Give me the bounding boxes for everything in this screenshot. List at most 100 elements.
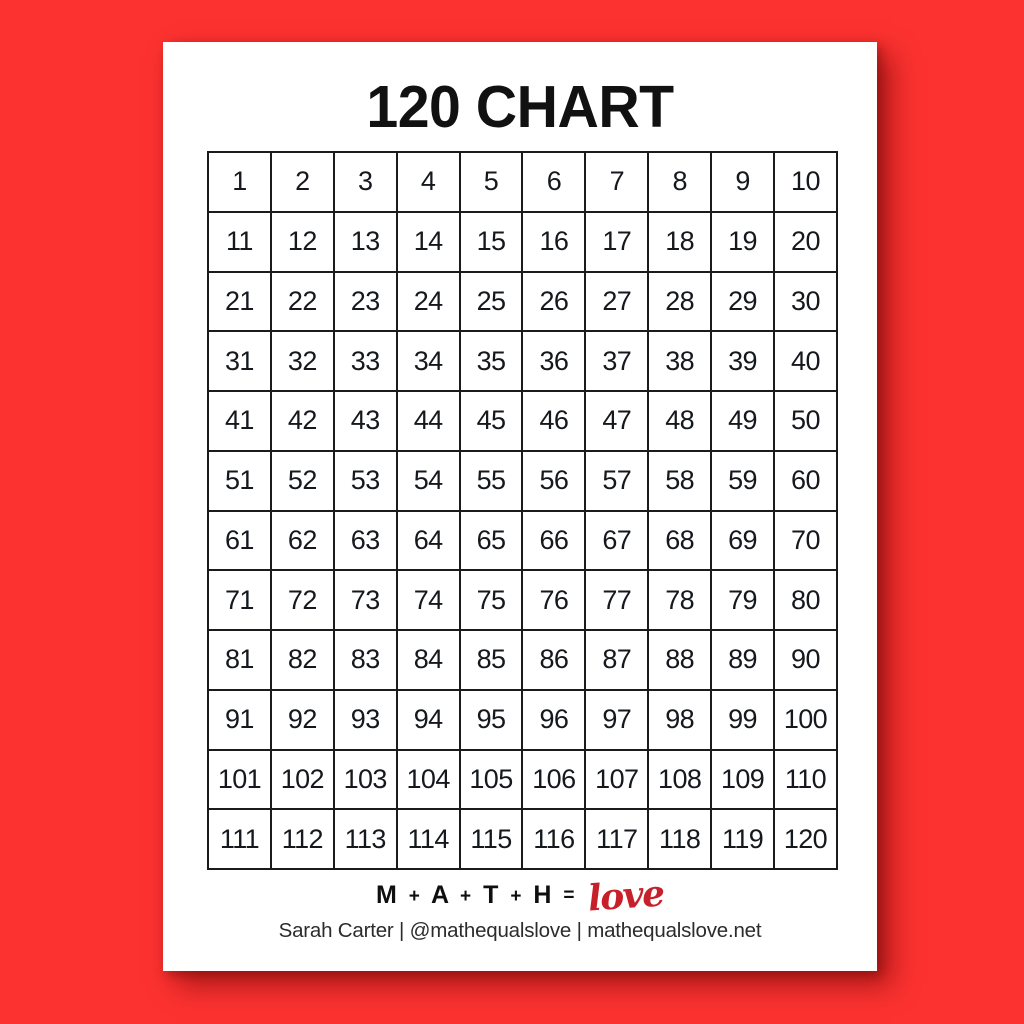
- number-cell[interactable]: 25: [458, 270, 524, 333]
- number-cell[interactable]: 38: [647, 330, 713, 392]
- number-cell[interactable]: 68: [647, 509, 713, 572]
- number-cell[interactable]: 76: [521, 569, 587, 631]
- number-cell[interactable]: 13: [332, 210, 398, 273]
- number-cell[interactable]: 94: [395, 688, 461, 751]
- number-cell[interactable]: 23: [332, 270, 398, 333]
- number-cell[interactable]: 30: [773, 270, 838, 333]
- number-cell[interactable]: 31: [207, 330, 272, 392]
- number-cell[interactable]: 114: [395, 808, 461, 870]
- number-cell[interactable]: 87: [584, 629, 650, 691]
- number-cell[interactable]: 85: [458, 629, 524, 691]
- number-cell[interactable]: 54: [395, 449, 461, 512]
- number-cell[interactable]: 61: [207, 509, 272, 572]
- number-cell[interactable]: 29: [710, 270, 776, 333]
- number-cell[interactable]: 80: [773, 569, 838, 631]
- number-cell[interactable]: 86: [521, 629, 587, 691]
- number-cell[interactable]: 11: [207, 210, 272, 273]
- number-cell[interactable]: 46: [521, 390, 587, 452]
- number-cell[interactable]: 93: [332, 688, 398, 751]
- number-cell[interactable]: 40: [773, 330, 838, 392]
- number-cell[interactable]: 103: [332, 748, 398, 811]
- number-cell[interactable]: 8: [647, 151, 713, 213]
- number-cell[interactable]: 71: [207, 569, 272, 631]
- number-cell[interactable]: 12: [269, 210, 335, 273]
- number-cell[interactable]: 90: [773, 629, 838, 691]
- number-cell[interactable]: 92: [269, 688, 335, 751]
- number-cell[interactable]: 15: [458, 210, 524, 273]
- number-cell[interactable]: 27: [584, 270, 650, 333]
- number-cell[interactable]: 55: [458, 449, 524, 512]
- number-cell[interactable]: 96: [521, 688, 587, 751]
- number-cell[interactable]: 91: [207, 688, 272, 751]
- number-cell[interactable]: 20: [773, 210, 838, 273]
- number-cell[interactable]: 47: [584, 390, 650, 452]
- number-cell[interactable]: 36: [521, 330, 587, 392]
- number-cell[interactable]: 108: [647, 748, 713, 811]
- number-cell[interactable]: 37: [584, 330, 650, 392]
- number-cell[interactable]: 100: [773, 688, 838, 751]
- number-cell[interactable]: 104: [395, 748, 461, 811]
- number-cell[interactable]: 43: [332, 390, 398, 452]
- number-cell[interactable]: 113: [332, 808, 398, 870]
- number-cell[interactable]: 50: [773, 390, 838, 452]
- number-cell[interactable]: 19: [710, 210, 776, 273]
- number-cell[interactable]: 17: [584, 210, 650, 273]
- number-cell[interactable]: 4: [395, 151, 461, 213]
- number-cell[interactable]: 67: [584, 509, 650, 572]
- number-cell[interactable]: 60: [773, 449, 838, 512]
- number-cell[interactable]: 10: [773, 151, 838, 213]
- number-cell[interactable]: 109: [710, 748, 776, 811]
- number-cell[interactable]: 70: [773, 509, 838, 572]
- number-cell[interactable]: 16: [521, 210, 587, 273]
- number-cell[interactable]: 56: [521, 449, 587, 512]
- number-cell[interactable]: 33: [332, 330, 398, 392]
- number-cell[interactable]: 98: [647, 688, 713, 751]
- number-cell[interactable]: 97: [584, 688, 650, 751]
- number-cell[interactable]: 95: [458, 688, 524, 751]
- number-cell[interactable]: 74: [395, 569, 461, 631]
- number-cell[interactable]: 83: [332, 629, 398, 691]
- number-cell[interactable]: 32: [269, 330, 335, 392]
- number-cell[interactable]: 89: [710, 629, 776, 691]
- number-cell[interactable]: 6: [521, 151, 587, 213]
- number-cell[interactable]: 112: [269, 808, 335, 870]
- number-cell[interactable]: 111: [207, 808, 272, 870]
- number-cell[interactable]: 110: [773, 748, 838, 811]
- number-cell[interactable]: 3: [332, 151, 398, 213]
- number-cell[interactable]: 82: [269, 629, 335, 691]
- number-cell[interactable]: 39: [710, 330, 776, 392]
- number-cell[interactable]: 81: [207, 629, 272, 691]
- number-cell[interactable]: 28: [647, 270, 713, 333]
- number-cell[interactable]: 51: [207, 449, 272, 512]
- number-cell[interactable]: 7: [584, 151, 650, 213]
- number-cell[interactable]: 49: [710, 390, 776, 452]
- number-cell[interactable]: 115: [458, 808, 524, 870]
- number-cell[interactable]: 18: [647, 210, 713, 273]
- number-cell[interactable]: 1: [207, 151, 272, 213]
- number-cell[interactable]: 41: [207, 390, 272, 452]
- number-cell[interactable]: 5: [458, 151, 524, 213]
- number-cell[interactable]: 75: [458, 569, 524, 631]
- number-cell[interactable]: 119: [710, 808, 776, 870]
- number-cell[interactable]: 35: [458, 330, 524, 392]
- number-cell[interactable]: 78: [647, 569, 713, 631]
- number-cell[interactable]: 106: [521, 748, 587, 811]
- number-cell[interactable]: 120: [773, 808, 838, 870]
- number-cell[interactable]: 105: [458, 748, 524, 811]
- number-cell[interactable]: 117: [584, 808, 650, 870]
- number-cell[interactable]: 79: [710, 569, 776, 631]
- number-cell[interactable]: 62: [269, 509, 335, 572]
- number-cell[interactable]: 48: [647, 390, 713, 452]
- number-cell[interactable]: 34: [395, 330, 461, 392]
- number-cell[interactable]: 99: [710, 688, 776, 751]
- number-cell[interactable]: 26: [521, 270, 587, 333]
- number-cell[interactable]: 21: [207, 270, 272, 333]
- number-cell[interactable]: 14: [395, 210, 461, 273]
- number-cell[interactable]: 118: [647, 808, 713, 870]
- number-cell[interactable]: 44: [395, 390, 461, 452]
- number-cell[interactable]: 57: [584, 449, 650, 512]
- number-cell[interactable]: 64: [395, 509, 461, 572]
- number-cell[interactable]: 24: [395, 270, 461, 333]
- number-cell[interactable]: 69: [710, 509, 776, 572]
- number-cell[interactable]: 45: [458, 390, 524, 452]
